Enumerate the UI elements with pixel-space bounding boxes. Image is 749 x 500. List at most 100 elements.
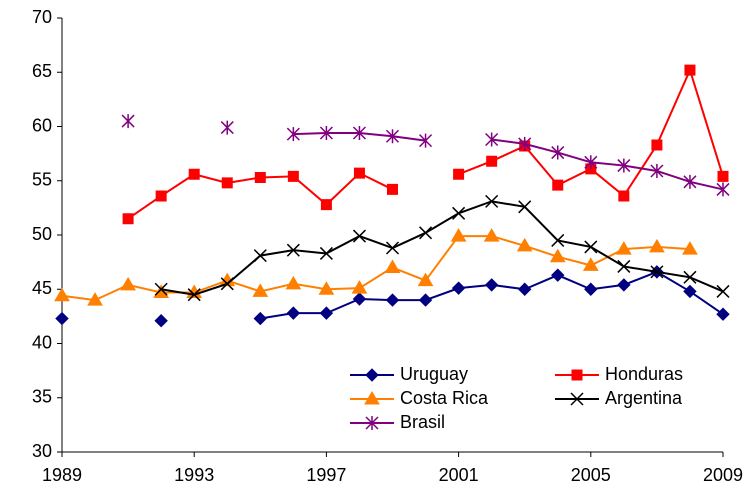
data-point [319,246,333,260]
data-point [419,226,433,240]
data-point [320,199,332,211]
y-tick-label: 45 [32,278,52,298]
y-tick-label: 70 [32,7,52,27]
data-point [517,282,532,296]
legend-label: Brasil [400,412,445,432]
data-point [486,155,498,167]
data-point [220,120,234,135]
data-point [483,228,500,242]
y-tick-label: 35 [32,387,52,407]
x-tick-label: 2005 [571,465,611,485]
data-point [450,228,467,242]
data-point [451,281,466,295]
x-tick-label: 2001 [439,465,479,485]
data-point [516,237,533,252]
data-point [286,243,300,257]
y-tick-label: 65 [32,61,52,81]
legend-marker [364,391,380,405]
legend-marker [571,369,583,381]
data-point [352,229,366,243]
data-point [649,238,665,253]
data-point [484,278,499,292]
y-tick-label: 30 [32,441,52,461]
data-point [87,292,103,306]
legend-label: Costa Rica [400,388,489,408]
data-point [584,282,598,296]
data-point [617,259,631,273]
data-point [252,283,269,297]
legend-label: Honduras [605,364,683,384]
data-point [518,136,532,151]
data-point [55,311,69,326]
data-point [617,158,631,173]
data-point [716,284,730,298]
data-point [551,145,565,160]
x-tick-label: 2009 [703,465,743,485]
data-point [154,282,168,296]
data-point [584,155,598,170]
data-point [319,306,334,320]
data-point [353,167,365,179]
data-point [650,265,664,279]
legend-label: Uruguay [400,364,468,384]
data-point [716,182,730,197]
data-point [153,284,170,299]
data-point [286,306,301,320]
data-point [552,179,564,191]
y-tick-label: 40 [32,332,52,352]
data-point [385,129,400,144]
y-tick-label: 60 [32,115,52,135]
data-point [188,168,200,180]
data-point [419,133,433,148]
data-point [286,127,300,142]
data-point [485,194,499,208]
legend-marker [365,368,379,382]
y-tick-label: 50 [32,224,52,244]
data-point [287,170,299,182]
data-point [285,275,302,290]
data-point [650,163,664,178]
data-point [551,268,565,282]
x-tick-label: 1989 [42,465,82,485]
data-point [518,200,532,214]
data-point [221,177,233,189]
legend-label: Argentina [605,388,683,408]
data-point [254,171,266,183]
data-point [716,307,730,321]
data-point [187,288,201,302]
series-line [61,235,691,302]
y-tick-label: 55 [32,170,52,190]
data-point [154,314,168,328]
data-point [651,139,663,151]
data-point [717,170,729,182]
data-point [122,213,134,225]
data-point [417,272,434,287]
data-point [617,278,631,292]
data-point [549,248,566,263]
data-point [352,126,366,141]
data-point [418,293,433,307]
x-tick-label: 1993 [174,465,214,485]
data-point [120,276,136,291]
data-point [684,64,696,76]
data-point [155,190,167,202]
data-point [582,257,599,271]
data-point [253,249,267,263]
data-point [121,114,135,129]
data-point [319,126,333,141]
data-point [485,132,499,147]
data-point [318,281,335,295]
legend-marker [570,392,584,406]
data-point [220,277,234,291]
data-point [385,241,400,255]
data-point [584,240,598,254]
data-point [351,280,368,294]
data-point [387,183,398,195]
data-point [453,168,465,180]
data-point [683,270,697,284]
data-point [352,292,367,306]
data-point [683,174,697,189]
data-point [253,311,268,326]
data-point [683,284,697,299]
